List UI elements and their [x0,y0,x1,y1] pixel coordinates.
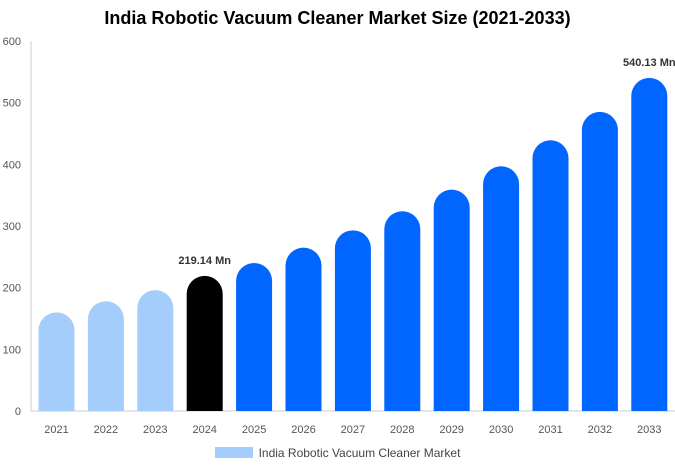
bar-2026 [285,247,322,411]
x-tick-label: 2023 [143,424,167,436]
y-tick-label: 100 [3,344,21,356]
bar-2029 [433,189,470,411]
x-tick-label: 2024 [192,424,216,436]
bar-2025 [236,263,273,411]
x-tick-label: 2028 [390,424,414,436]
bar-2024 [186,275,223,411]
x-tick-label: 2030 [489,424,513,436]
legend-swatch [214,447,253,458]
x-tick-label: 2032 [588,424,612,436]
x-axis: 2021 2022 2023 2024 2025 2026 2027 2028 2029 2030… [31,410,675,436]
y-tick-label: 500 [3,98,21,110]
y-tick-label: 600 [3,36,21,48]
y-tick-label: 200 [3,283,21,295]
y-tick-label: 400 [3,159,21,171]
bar-2030 [483,166,520,411]
data-labels: 219.14 Mn 540.13 Mn [178,57,675,267]
x-tick-label: 2027 [341,424,365,436]
x-tick-label: 2022 [94,424,118,436]
bars [38,77,668,412]
legend: India Robotic Vacuum Cleaner Market [0,446,675,460]
x-tick-label: 2029 [439,424,463,436]
legend-label: India Robotic Vacuum Cleaner Market [258,446,461,460]
bar-2033 [631,77,668,411]
x-tick-label: 2033 [637,424,661,436]
data-label-2033: 540.13 Mn [623,57,675,69]
data-label-2024: 219.14 Mn [178,255,231,267]
x-tick-label: 2031 [538,424,562,436]
bar-2022 [87,301,124,411]
bar-2028 [384,211,421,411]
bar-2021 [38,312,75,411]
x-tick-label: 2026 [291,424,315,436]
bar-2031 [532,140,569,412]
y-axis: 0 100 200 300 400 500 600 [3,36,32,418]
x-tick-label: 2021 [44,424,68,436]
y-tick-label: 0 [15,406,21,418]
x-tick-label: 2025 [242,424,266,436]
chart-title: India Robotic Vacuum Cleaner Market Size… [104,8,571,28]
bar-2032 [581,111,618,411]
bar-2027 [334,230,371,411]
bar-2023 [137,290,174,411]
y-tick-label: 300 [3,221,21,233]
